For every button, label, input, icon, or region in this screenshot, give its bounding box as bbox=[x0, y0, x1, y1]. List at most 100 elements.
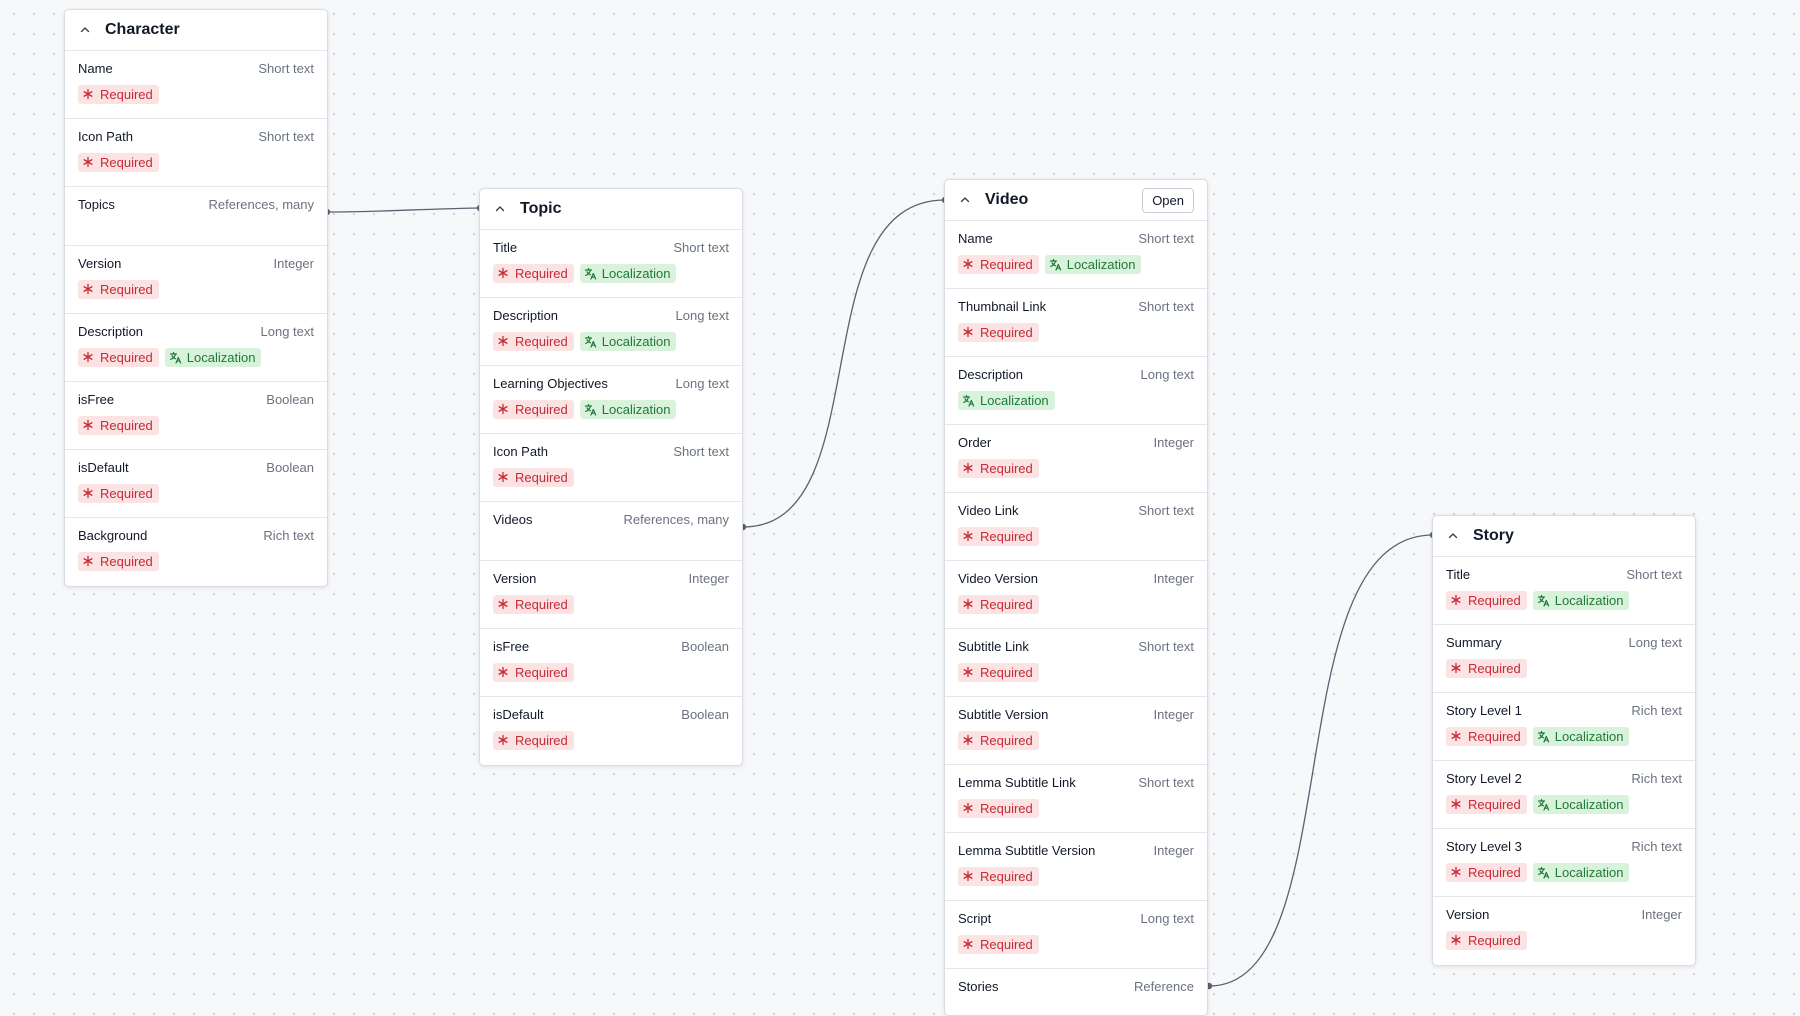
badge-group: Required Localization bbox=[1446, 795, 1682, 814]
badge-label: Required bbox=[515, 733, 568, 748]
chevron-up-icon[interactable] bbox=[493, 202, 507, 216]
open-button[interactable]: Open bbox=[1142, 187, 1194, 213]
badge-label: Required bbox=[980, 325, 1033, 340]
badge-label: Localization bbox=[1554, 729, 1624, 744]
content-type-card-character[interactable]: Character Name Short text Required Icon Pat… bbox=[64, 9, 328, 587]
field-type: Boolean bbox=[266, 460, 314, 475]
connector-topic-videos-to-video bbox=[742, 199, 946, 528]
field-name: Subtitle Version bbox=[958, 707, 1049, 722]
badge-label: Localization bbox=[1554, 593, 1624, 608]
asterisk-icon bbox=[82, 351, 95, 364]
asterisk-icon bbox=[497, 734, 510, 747]
field-row[interactable]: Background Rich text Required bbox=[65, 518, 327, 586]
field-row[interactable]: isFree Boolean Required bbox=[65, 382, 327, 450]
badge-label: Required bbox=[515, 334, 568, 349]
asterisk-icon bbox=[1450, 798, 1463, 811]
badge-group: Required bbox=[78, 416, 314, 435]
field-row[interactable]: Icon Path Short text Required bbox=[65, 119, 327, 187]
field-row[interactable]: Description Long text Required Localization bbox=[480, 298, 742, 366]
asterisk-icon bbox=[82, 419, 95, 432]
field-row[interactable]: Story Level 1 Rich text Required Localizati… bbox=[1433, 693, 1695, 761]
field-row[interactable]: Title Short text Required Localization bbox=[1433, 557, 1695, 625]
card-header[interactable]: Character bbox=[65, 10, 327, 51]
required-badge: Required bbox=[78, 484, 159, 503]
card-header[interactable]: Topic bbox=[480, 189, 742, 230]
badge-label: Localization bbox=[601, 266, 671, 281]
field-name: Stories bbox=[958, 979, 999, 994]
chevron-up-icon[interactable] bbox=[958, 193, 972, 207]
field-name: Subtitle Link bbox=[958, 639, 1029, 654]
field-row[interactable]: Learning Objectives Long text Required Loca… bbox=[480, 366, 742, 434]
field-row[interactable]: isDefault Boolean Required bbox=[65, 450, 327, 518]
required-badge: Required bbox=[78, 552, 159, 571]
required-badge: Required bbox=[958, 731, 1039, 750]
chevron-up-icon[interactable] bbox=[78, 23, 92, 37]
translate-icon bbox=[584, 403, 597, 416]
field-row[interactable]: Lemma Subtitle Link Short text Required bbox=[945, 765, 1207, 833]
field-row[interactable]: isDefault Boolean Required bbox=[480, 697, 742, 765]
field-type: Rich text bbox=[263, 528, 314, 543]
chevron-up-icon[interactable] bbox=[1446, 529, 1460, 543]
field-row[interactable]: Description Long text Localization bbox=[945, 357, 1207, 425]
field-row[interactable]: Subtitle Version Integer Required bbox=[945, 697, 1207, 765]
asterisk-icon bbox=[962, 938, 975, 951]
badge-label: Required bbox=[980, 665, 1033, 680]
field-row[interactable]: Videos References, many bbox=[480, 502, 742, 561]
field-row[interactable]: Order Integer Required bbox=[945, 425, 1207, 493]
badge-label: Required bbox=[1468, 729, 1521, 744]
required-badge: Required bbox=[958, 459, 1039, 478]
card-header[interactable]: Story bbox=[1433, 516, 1695, 557]
content-type-card-story[interactable]: Story Title Short text Required Localizatio… bbox=[1432, 515, 1696, 966]
field-type: Short text bbox=[1626, 567, 1682, 582]
field-name: Version bbox=[78, 256, 122, 271]
field-type: Integer bbox=[1153, 843, 1194, 858]
field-row[interactable]: isFree Boolean Required bbox=[480, 629, 742, 697]
field-type: Rich text bbox=[1631, 703, 1682, 718]
field-row[interactable]: Version Integer Required bbox=[65, 246, 327, 314]
badge-label: Localization bbox=[1554, 865, 1624, 880]
field-row[interactable]: Story Level 3 Rich text Required Localizati… bbox=[1433, 829, 1695, 897]
required-badge: Required bbox=[78, 153, 159, 172]
content-type-card-video[interactable]: Video Open Name Short text Required Localiz… bbox=[944, 179, 1208, 1016]
field-name: Description bbox=[493, 308, 559, 323]
field-row[interactable]: Summary Long text Required bbox=[1433, 625, 1695, 693]
field-row[interactable]: Story Level 2 Rich text Required Localizati… bbox=[1433, 761, 1695, 829]
card-title: Story bbox=[1473, 527, 1514, 544]
badge-group: Required bbox=[493, 468, 729, 487]
field-row[interactable]: Video Version Integer Required bbox=[945, 561, 1207, 629]
field-row[interactable]: Title Short text Required Localization bbox=[480, 230, 742, 298]
badge-label: Required bbox=[100, 554, 153, 569]
field-row[interactable]: Icon Path Short text Required bbox=[480, 434, 742, 502]
badge-group: Required bbox=[958, 595, 1194, 614]
required-badge: Required bbox=[493, 595, 574, 614]
asterisk-icon bbox=[1450, 866, 1463, 879]
field-type: Short text bbox=[1138, 639, 1194, 654]
field-row[interactable]: Subtitle Link Short text Required bbox=[945, 629, 1207, 697]
field-row[interactable]: Topics References, many bbox=[65, 187, 327, 246]
card-header[interactable]: Video Open bbox=[945, 180, 1207, 221]
connector-video-stories-to-story bbox=[1208, 534, 1434, 987]
field-row[interactable]: Thumbnail Link Short text Required bbox=[945, 289, 1207, 357]
field-row[interactable]: Version Integer Required bbox=[1433, 897, 1695, 965]
asterisk-icon bbox=[962, 802, 975, 815]
badge-group: Required Localization bbox=[493, 332, 729, 351]
field-row[interactable]: Version Integer Required bbox=[480, 561, 742, 629]
field-name: isFree bbox=[78, 392, 115, 407]
localization-badge: Localization bbox=[1532, 795, 1630, 814]
field-name: Version bbox=[1446, 907, 1490, 922]
asterisk-icon bbox=[82, 283, 95, 296]
field-row[interactable]: Name Short text Required Localization bbox=[945, 221, 1207, 289]
asterisk-icon bbox=[82, 555, 95, 568]
field-row[interactable]: Name Short text Required bbox=[65, 51, 327, 119]
field-name: Topics bbox=[78, 197, 115, 212]
field-row[interactable]: Lemma Subtitle Version Integer Required bbox=[945, 833, 1207, 901]
asterisk-icon bbox=[1450, 594, 1463, 607]
content-type-card-topic[interactable]: Topic Title Short text Required Localizatio… bbox=[479, 188, 743, 766]
field-row[interactable]: Stories Reference bbox=[945, 969, 1207, 1015]
badge-label: Required bbox=[980, 869, 1033, 884]
field-row[interactable]: Script Long text Required bbox=[945, 901, 1207, 969]
field-row[interactable]: Video Link Short text Required bbox=[945, 493, 1207, 561]
field-row[interactable]: Description Long text Required Localization bbox=[65, 314, 327, 382]
field-type: Long text bbox=[1628, 635, 1683, 650]
badge-group: Required Localization bbox=[1446, 863, 1682, 882]
